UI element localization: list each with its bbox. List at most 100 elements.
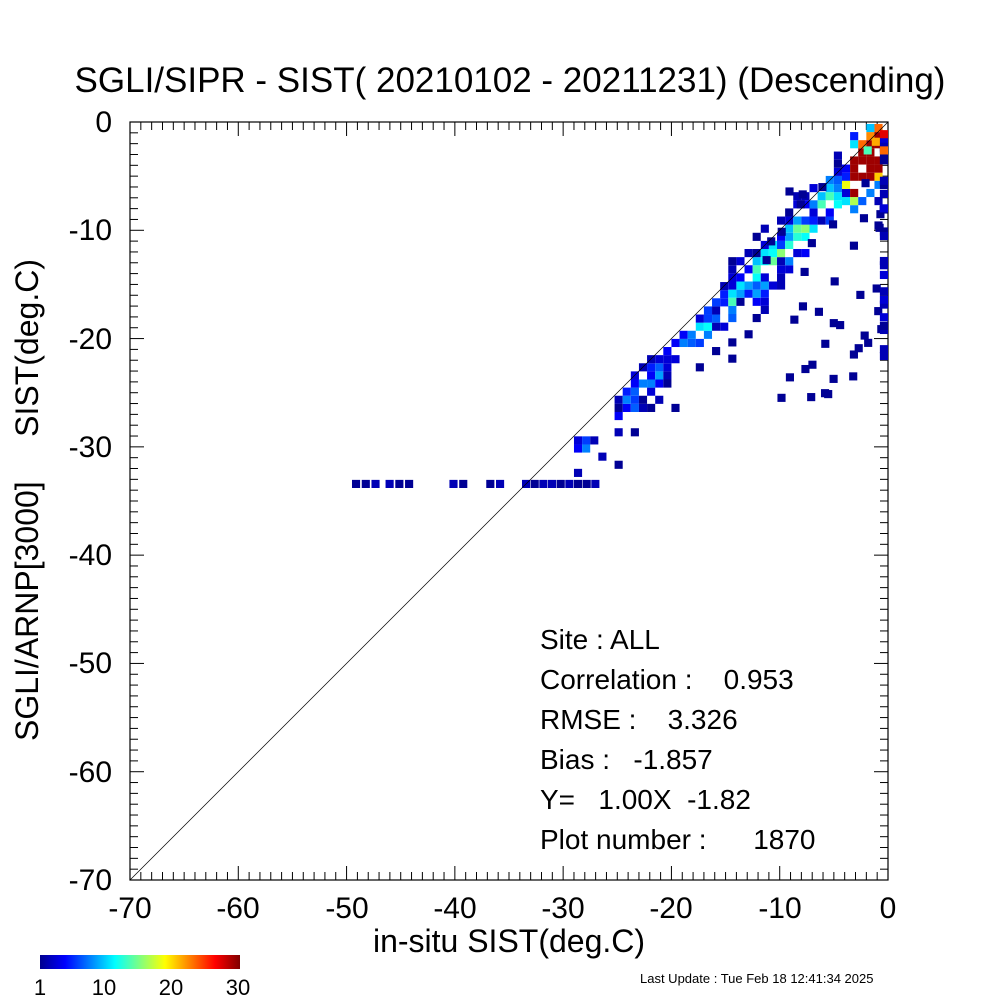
x-tick-label: 0 [880,892,897,925]
density-cell [614,460,623,469]
density-cell [874,307,883,316]
density-cell [655,371,664,380]
density-cell [879,176,888,185]
density-cell [736,273,745,282]
colorbar [40,955,240,969]
density-cell [825,208,834,217]
density-cell [728,257,737,266]
density-cell [655,355,664,364]
density-cell [829,374,838,383]
density-cell [573,436,583,445]
density-cell [879,295,888,304]
density-cell [874,132,883,141]
density-cell [573,468,583,477]
density-cell [695,314,704,323]
y-tick-label: -40 [69,539,112,572]
density-cell [777,265,786,274]
density-cell [874,172,883,181]
x-tick-label: -40 [433,892,476,925]
stat-plot-number: Plot number : 1870 [540,824,816,855]
density-cell [752,297,761,306]
density-cell [790,315,799,324]
colorbar-tick-label: 10 [92,975,116,1000]
density-cell [449,479,458,488]
density-cell [371,479,380,488]
density-cell [833,184,842,193]
density-cell [858,148,867,157]
density-cell [760,281,769,290]
density-cell [496,479,505,488]
density-cell [630,403,639,412]
density-cell [879,325,888,335]
density-cell [777,240,786,250]
density-cell [850,140,859,149]
density-cell [879,204,888,213]
density-cell [860,331,869,340]
density-cell [875,223,884,232]
density-cell [879,189,888,198]
density-cell [647,379,656,388]
density-cell [874,164,883,173]
density-cell [858,140,867,149]
density-cell [809,184,818,193]
x-tick-label: -10 [758,892,801,925]
density-cell [679,330,688,339]
y-tick-label: -10 [69,214,112,247]
density-cell [395,479,404,488]
density-cell [879,351,888,361]
density-cell [744,330,753,339]
density-cell [760,297,769,306]
density-cell [530,479,539,488]
density-cell [582,479,591,488]
density-cell [638,379,648,388]
chart-title: SGLI/SIPR - SIST( 20210102 - 20211231) (… [75,61,946,100]
density-cell [679,338,688,348]
density-cell [762,256,771,265]
density-cell [777,216,786,225]
density-cell [785,224,794,233]
density-cell [808,360,817,369]
density-cell [777,393,786,402]
colorbar-tick-label: 20 [159,975,183,1000]
density-cell [879,261,888,270]
density-cell [647,387,656,396]
density-cell [830,277,839,286]
density-cell [866,188,875,198]
density-cell [879,137,888,146]
density-cell [777,227,786,236]
density-cell [728,305,737,314]
density-cell [728,354,737,363]
density-cell [720,290,729,299]
density-cell [703,306,713,315]
density-cell [829,319,838,328]
density-cell [879,345,888,354]
density-cell [872,284,881,293]
density-cell [736,257,745,266]
density-cell [655,379,664,388]
density-cell [863,146,872,155]
density-cell [573,479,583,488]
density-cell [793,192,802,201]
density-cell [817,192,826,201]
density-cell [622,395,631,404]
density-cell [752,313,761,323]
density-cell [752,289,761,298]
density-cell [752,265,761,274]
density-cell [614,411,623,421]
stat-regression: Y= 1.00X -1.82 [540,784,751,815]
stat-rmse: RMSE : 3.326 [540,704,738,735]
density-cell [849,350,858,359]
density-cell [866,172,875,181]
density-cell [874,156,883,165]
x-tick-labels: -70 -60 -50 -40 -30 -20 -10 0 [108,892,896,925]
density-cell [720,322,729,331]
density-cell [655,363,664,372]
density-cell [777,232,786,241]
density-cell [858,172,867,181]
density-cell [879,300,888,309]
density-cell [598,452,607,461]
density-cell [858,197,867,206]
density-cell [582,436,591,445]
density-cell [833,192,842,201]
density-cell [821,339,830,348]
